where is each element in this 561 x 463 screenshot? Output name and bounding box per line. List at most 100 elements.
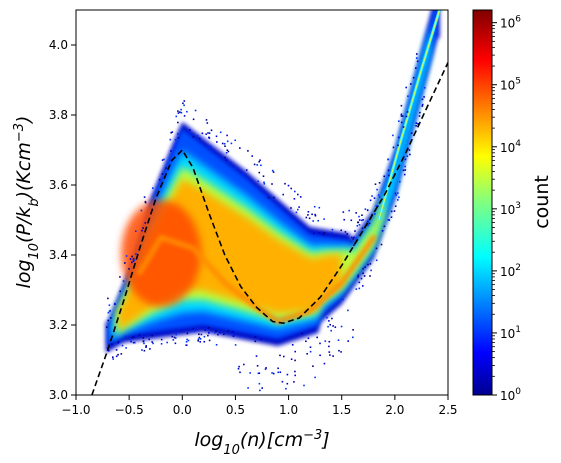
sparse-count-point (423, 87, 426, 89)
sparse-count-point (297, 193, 299, 196)
sparse-count-point (353, 236, 355, 239)
sparse-count-point (208, 339, 211, 342)
sparse-count-point (281, 380, 284, 383)
sparse-count-point (234, 167, 236, 169)
sparse-count-point (303, 384, 305, 387)
sparse-count-point (130, 340, 132, 343)
sparse-count-point (124, 335, 126, 338)
sparse-count-point (160, 338, 163, 341)
sparse-count-point (312, 220, 314, 222)
sparse-count-point (122, 280, 125, 282)
sparse-count-point (290, 358, 293, 360)
sparse-count-point (106, 326, 108, 328)
sparse-count-point (165, 167, 167, 169)
sparse-count-point (290, 207, 292, 209)
sparse-count-point (144, 200, 147, 203)
sparse-count-point (294, 190, 296, 193)
sparse-count-point (291, 344, 294, 346)
colorbar-tick-label: 101 (500, 325, 521, 341)
sparse-count-point (132, 260, 135, 262)
colorbar: 100 101 102 103 104 105 106 count (472, 9, 553, 403)
sparse-count-point (128, 268, 130, 270)
sparse-count-point (108, 304, 111, 306)
sparse-count-point (187, 339, 190, 342)
sparse-count-point (196, 327, 199, 329)
sparse-count-point (322, 233, 325, 236)
sparse-count-point (387, 169, 390, 172)
sparse-count-point (226, 140, 229, 143)
sparse-count-point (373, 197, 376, 199)
sparse-count-point (174, 342, 177, 345)
sparse-count-point (369, 199, 372, 202)
sparse-count-point (406, 111, 409, 113)
sparse-count-point (173, 336, 176, 339)
sparse-count-point (316, 336, 318, 339)
sparse-count-point (107, 311, 110, 314)
sparse-count-point (239, 335, 241, 338)
sparse-count-point (206, 122, 209, 124)
sparse-count-point (256, 164, 258, 166)
sparse-count-point (208, 132, 211, 134)
y-tick-label: 3.8 (49, 108, 68, 122)
colorbar-tick-label: 100 (500, 387, 521, 403)
sparse-count-point (405, 86, 407, 89)
sparse-count-point (370, 269, 372, 272)
sparse-count-point (223, 333, 225, 336)
sparse-count-point (175, 115, 178, 118)
sparse-count-point (334, 326, 337, 328)
sparse-count-point (227, 330, 230, 332)
sparse-count-point (219, 131, 222, 134)
sparse-count-point (402, 169, 405, 172)
x-tick-label: 2.5 (438, 403, 457, 417)
sparse-count-point (115, 349, 118, 351)
sparse-count-point (314, 213, 316, 216)
sparse-count-point (272, 372, 275, 375)
sparse-count-point (171, 131, 174, 133)
y-axis: 3.0 3.2 3.4 3.6 3.8 4.0 (49, 38, 76, 402)
sparse-count-point (205, 119, 208, 121)
sparse-count-point (340, 229, 342, 232)
sparse-count-point (375, 259, 378, 262)
sparse-count-point (280, 207, 282, 209)
sparse-count-point (311, 213, 313, 216)
sparse-count-point (393, 210, 396, 212)
sparse-count-point (151, 341, 153, 343)
sparse-count-point (404, 158, 407, 161)
sparse-count-point (353, 244, 355, 246)
x-tick-label: 1.0 (279, 403, 298, 417)
sparse-count-point (199, 338, 202, 340)
sparse-count-point (378, 196, 381, 198)
sparse-count-point (194, 330, 196, 332)
sparse-count-point (261, 387, 263, 389)
sparse-count-point (160, 343, 163, 345)
sparse-count-point (197, 340, 199, 342)
sparse-count-point (119, 276, 121, 278)
sparse-count-point (380, 243, 383, 246)
sparse-count-point (400, 121, 403, 124)
sparse-count-point (258, 171, 261, 174)
sparse-count-point (133, 335, 135, 338)
sparse-count-point (117, 341, 120, 343)
x-tick-label: 0.5 (226, 403, 245, 417)
sparse-count-point (343, 218, 345, 221)
sparse-count-point (363, 275, 366, 277)
sparse-count-point (323, 232, 326, 234)
sparse-count-point (201, 132, 204, 135)
sparse-count-point (131, 261, 133, 264)
sparse-count-point (415, 125, 417, 127)
plot-area (75, 9, 449, 396)
sparse-count-point (381, 230, 384, 232)
sparse-count-point (318, 206, 321, 209)
density-track-inner (378, 10, 441, 221)
sparse-count-point (234, 344, 237, 346)
sparse-count-point (239, 147, 241, 149)
sparse-count-point (135, 230, 137, 232)
sparse-count-point (119, 340, 121, 343)
sparse-count-point (208, 326, 210, 329)
sparse-count-point (186, 110, 188, 113)
sparse-count-point (125, 255, 128, 257)
sparse-count-point (258, 382, 261, 385)
sparse-count-point (362, 272, 364, 275)
sparse-count-point (398, 196, 400, 199)
sparse-count-point (247, 150, 249, 152)
